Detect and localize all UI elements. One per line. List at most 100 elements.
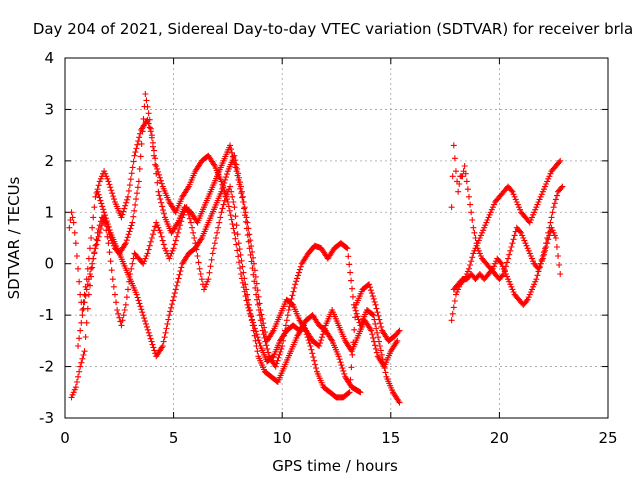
data-point — [239, 193, 246, 200]
data-point — [127, 176, 134, 183]
data-point — [240, 199, 247, 205]
data-point — [226, 207, 233, 214]
data-point — [138, 140, 145, 147]
data-point — [281, 327, 288, 334]
data-point — [535, 268, 542, 275]
data-point — [540, 186, 547, 193]
data-point — [372, 301, 379, 308]
series-track-c — [75, 183, 403, 401]
data-point — [313, 365, 320, 372]
x-tick-label: 15 — [381, 429, 400, 447]
data-point — [515, 204, 522, 211]
data-point — [351, 326, 358, 333]
data-point — [209, 250, 216, 257]
data-point — [251, 267, 258, 274]
data-point — [140, 312, 147, 319]
data-point — [105, 223, 112, 230]
data-point — [145, 110, 152, 117]
data-point — [237, 179, 244, 186]
data-point — [170, 293, 177, 300]
data-point — [143, 97, 150, 104]
data-point — [97, 226, 104, 232]
y-tick-label: 1 — [44, 203, 54, 221]
data-point — [238, 188, 245, 195]
chart-title: Day 204 of 2021, Sidereal Day-to-day VTE… — [33, 20, 633, 38]
data-point — [228, 146, 235, 153]
data-point — [285, 307, 292, 313]
data-point — [278, 345, 285, 352]
data-point — [378, 323, 385, 330]
data-point — [106, 181, 113, 188]
data-point — [147, 238, 154, 245]
data-point — [95, 182, 102, 189]
data-point — [221, 179, 228, 186]
data-point — [459, 173, 466, 180]
data-point — [130, 213, 137, 220]
data-point — [513, 199, 520, 205]
data-point — [157, 229, 164, 236]
data-point — [261, 324, 268, 331]
data-point — [165, 316, 172, 323]
data-point — [382, 369, 389, 376]
data-point — [480, 227, 487, 234]
data-point — [100, 206, 107, 213]
data-point — [146, 116, 153, 123]
data-point — [110, 193, 117, 200]
data-point — [210, 245, 217, 252]
data-point — [103, 218, 110, 225]
data-point — [114, 307, 121, 313]
data-point — [137, 153, 144, 160]
data-point — [551, 232, 558, 239]
data-point — [522, 240, 529, 247]
data-point — [78, 319, 85, 326]
data-point — [228, 188, 235, 195]
data-point — [184, 208, 191, 214]
data-point — [275, 354, 282, 361]
data-point — [318, 334, 325, 341]
data-point — [126, 182, 133, 189]
data-point — [78, 359, 85, 366]
data-point — [505, 255, 512, 262]
data-point — [166, 312, 173, 319]
data-point — [145, 246, 152, 253]
data-point — [142, 255, 149, 262]
data-point — [471, 229, 478, 236]
data-point — [229, 193, 236, 200]
data-point — [542, 245, 549, 252]
data-point — [82, 292, 89, 299]
data-point — [233, 161, 240, 168]
data-point — [487, 209, 494, 216]
data-point — [156, 227, 163, 234]
data-marks — [66, 91, 566, 406]
grid — [65, 58, 608, 418]
data-point — [79, 307, 86, 313]
data-point — [508, 244, 515, 250]
data-point — [486, 211, 493, 218]
data-point — [152, 161, 159, 168]
data-point — [232, 235, 239, 242]
data-point — [536, 196, 543, 203]
data-point — [499, 272, 506, 279]
data-point — [452, 168, 459, 175]
data-point — [159, 203, 166, 210]
data-point — [83, 319, 90, 326]
data-point — [227, 183, 234, 190]
data-point — [120, 312, 127, 319]
data-point — [518, 229, 525, 236]
data-point — [71, 386, 78, 393]
data-point — [130, 255, 137, 262]
data-point — [535, 199, 542, 205]
data-point — [510, 236, 517, 243]
data-point — [147, 125, 154, 132]
data-point — [154, 165, 161, 172]
data-point — [180, 211, 187, 218]
data-point — [76, 278, 83, 285]
data-point — [377, 347, 384, 354]
data-point — [149, 341, 156, 348]
data-point — [103, 173, 110, 180]
data-point — [97, 197, 104, 204]
data-point — [109, 276, 116, 283]
data-point — [149, 231, 156, 238]
data-point — [153, 163, 160, 169]
data-point — [509, 188, 516, 195]
